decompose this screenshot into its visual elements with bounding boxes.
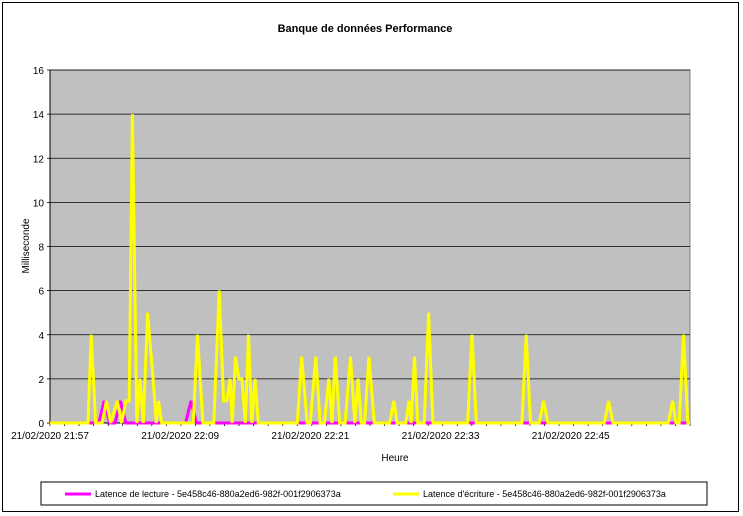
legend-label: Latence d'écriture - 5e458c46-880a2ed6-9… [423, 489, 666, 499]
series-line-2 [50, 114, 690, 425]
y-tick-label: 4 [38, 331, 44, 342]
y-tick-label: 8 [38, 243, 44, 254]
x-tick-labels: 21/02/2020 21:57 21/02/2020 22:09 21/02/20… [11, 431, 610, 442]
performance-chart: Banque de données Performance 0 2 4 6 8 10 12 1… [11, 23, 708, 506]
y-tick-label: 0 [38, 419, 44, 430]
y-tick-label: 6 [38, 287, 44, 298]
x-tick-label: 21/02/2020 21:57 [11, 431, 89, 442]
y-tick-label: 2 [38, 375, 44, 386]
x-tick-label: 21/02/2020 22:21 [271, 431, 349, 442]
gridlines [50, 69, 690, 380]
y-tick-labels: 0 2 4 6 8 10 12 14 16 [33, 66, 45, 430]
x-tick-label: 21/02/2020 22:45 [532, 431, 610, 442]
y-tick-label: 14 [33, 110, 45, 121]
y-tick-label: 12 [33, 154, 45, 165]
legend [40, 481, 708, 506]
x-axis-label: Heure [381, 453, 409, 464]
x-tick-label: 21/02/2020 22:33 [402, 431, 480, 442]
legend-label: Latence de lecture - 5e458c46-880a2ed6-9… [95, 489, 341, 499]
y-tick-label: 16 [33, 66, 45, 77]
y-tick-label: 10 [33, 198, 45, 209]
legend-entries: Latence de lecture - 5e458c46-880a2ed6-9… [65, 489, 666, 499]
x-tick-label: 21/02/2020 22:09 [141, 431, 219, 442]
chart-title: Banque de données Performance [278, 23, 453, 35]
y-axis-label: Milliseconde [21, 218, 32, 273]
series-group [50, 114, 690, 425]
